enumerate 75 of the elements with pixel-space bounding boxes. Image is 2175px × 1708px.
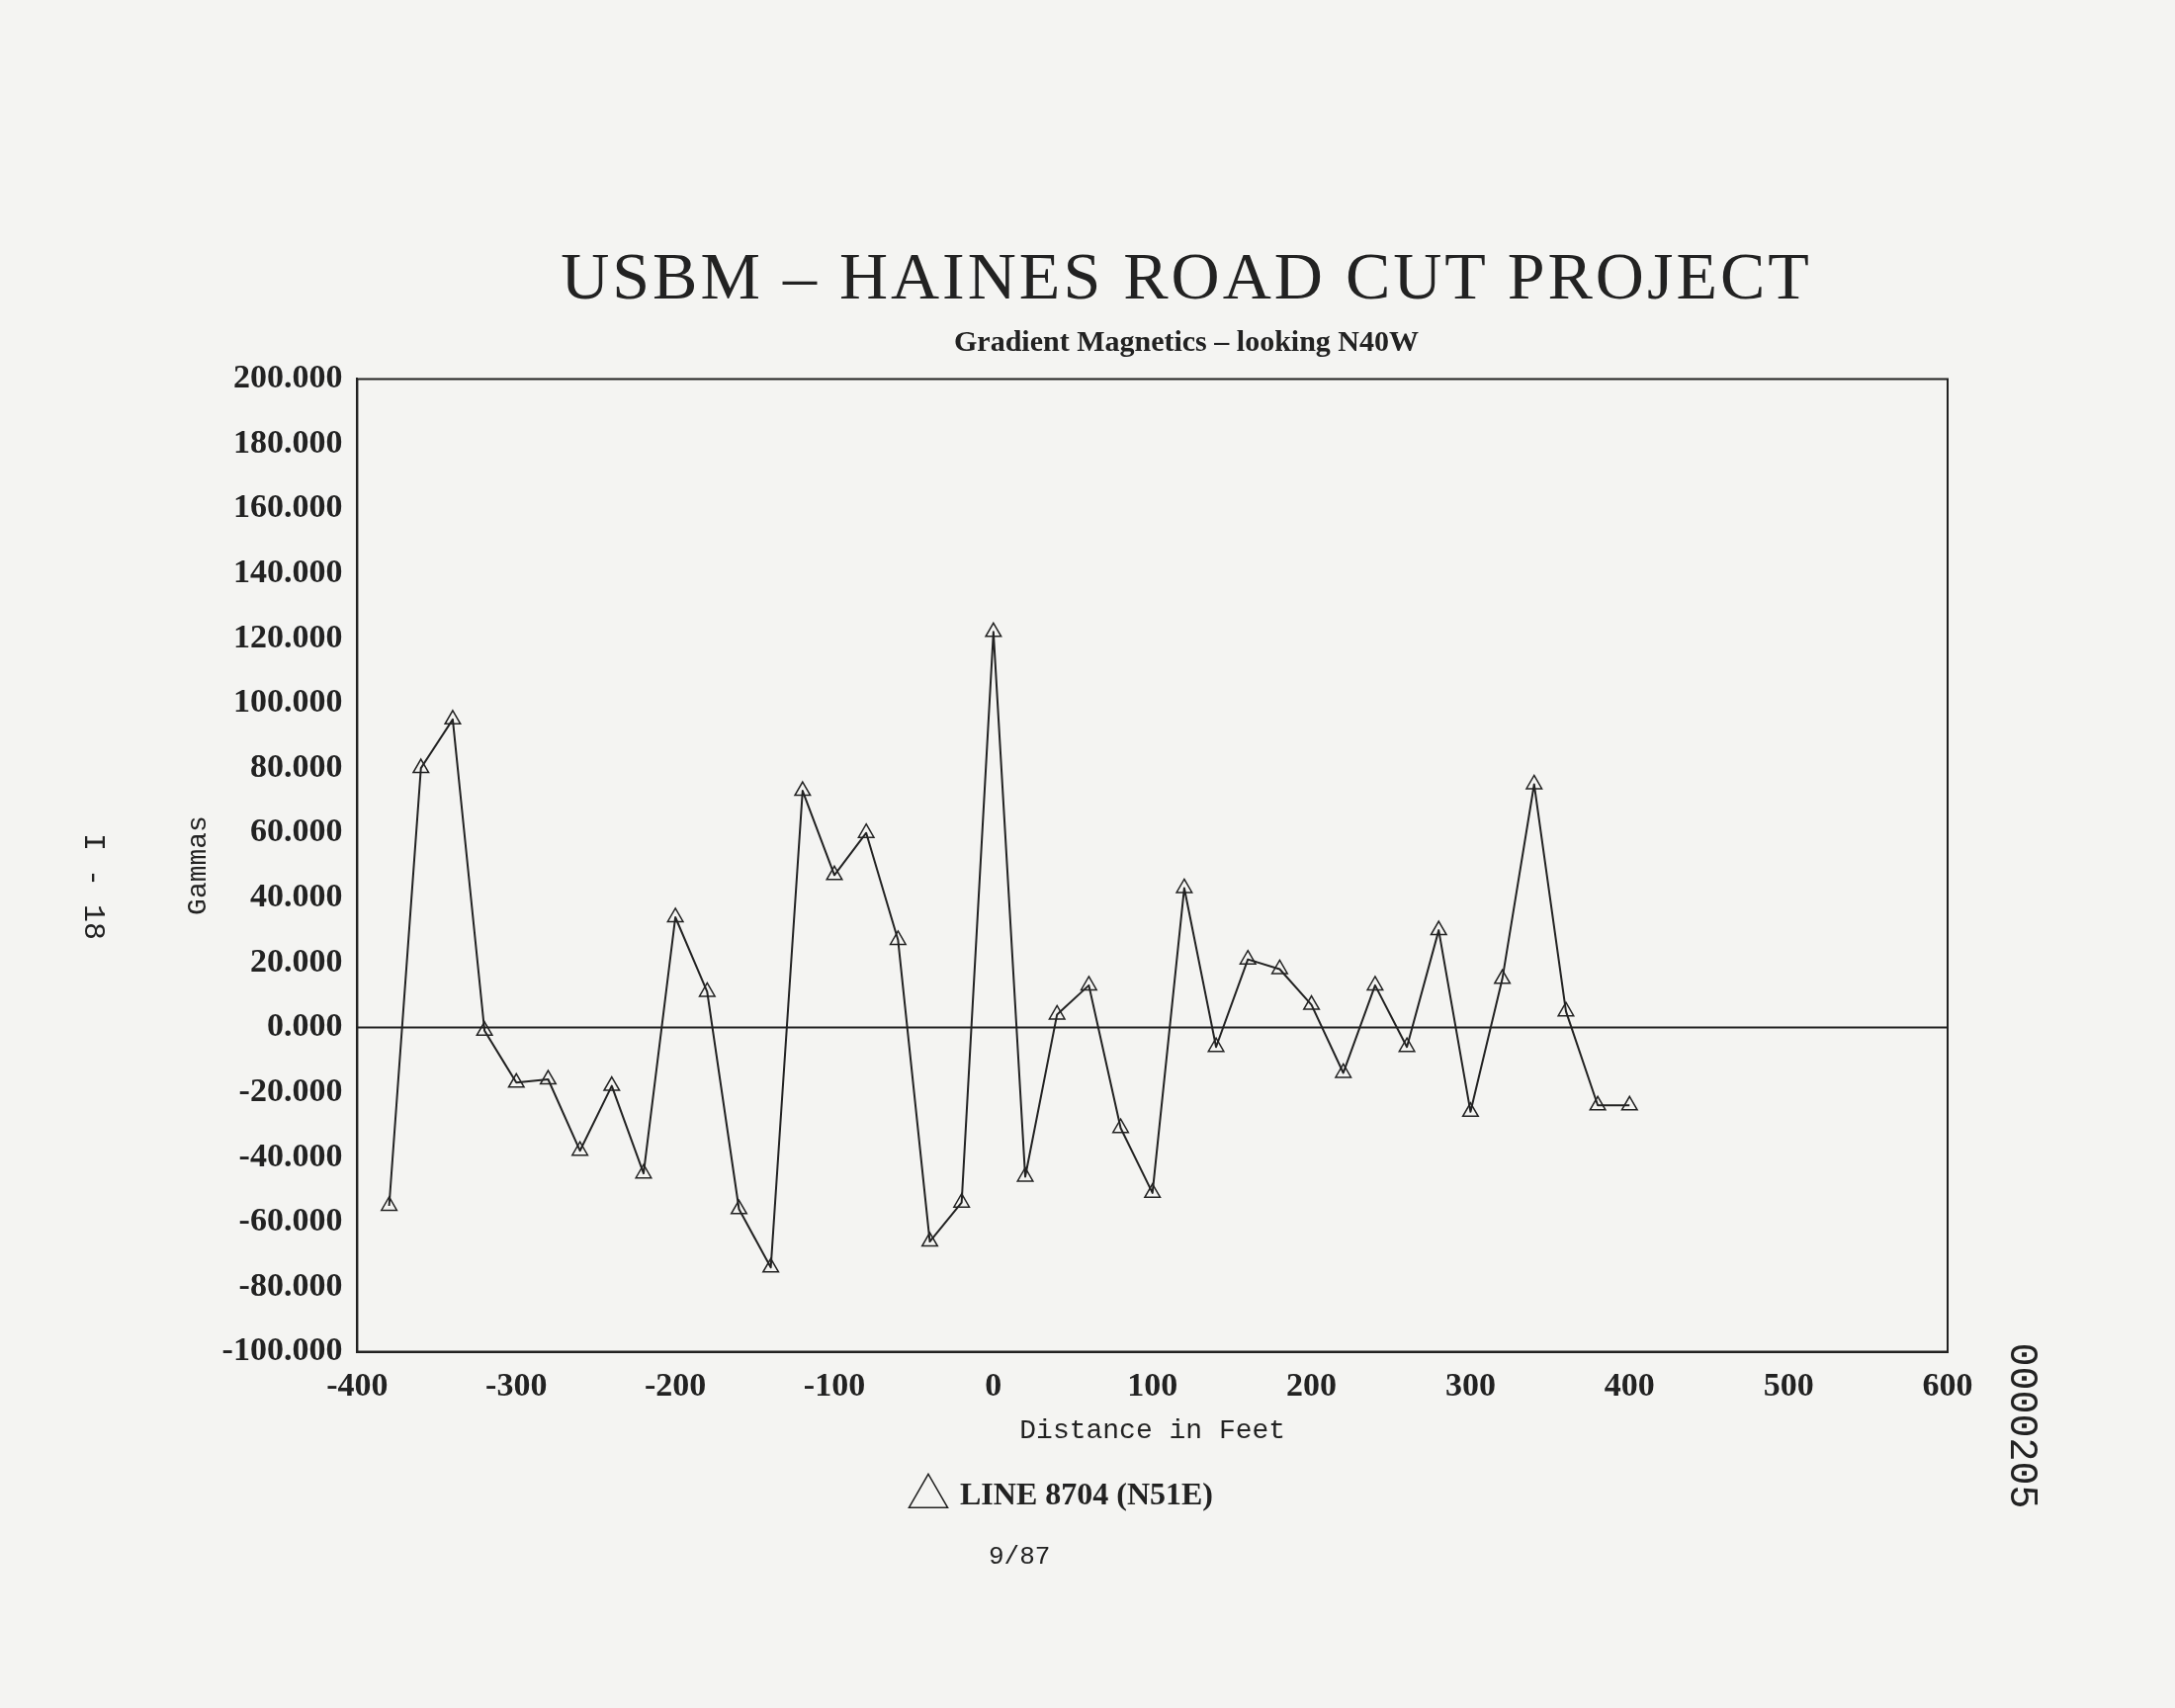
point: [1461, 1102, 1479, 1118]
x-tick-label: -200: [644, 1365, 707, 1403]
x-axis-title: Distance in Feet: [1019, 1414, 1286, 1446]
point: [985, 622, 1002, 638]
y-tick-label: 40.000: [249, 877, 343, 914]
point: [1303, 994, 1321, 1010]
x-tick-label: 500: [1763, 1365, 1814, 1403]
point: [1270, 959, 1288, 975]
point: [1048, 1004, 1066, 1020]
point: [1398, 1037, 1416, 1053]
x-tick-label: -300: [485, 1365, 548, 1403]
x-tick-label: 0: [985, 1365, 1002, 1403]
x-tick-label: 200: [1286, 1365, 1338, 1403]
point: [857, 822, 875, 838]
y-tick-label: 0.000: [266, 1006, 343, 1044]
y-tick-label: 180.000: [232, 422, 343, 460]
point: [1430, 920, 1447, 936]
point: [444, 710, 462, 726]
chart-subtitle: Gradient Magnetics – looking N40W: [953, 324, 1420, 358]
point: [1557, 1001, 1575, 1017]
point: [826, 865, 843, 881]
y-tick-label: 20.000: [249, 941, 343, 979]
x-tick-label: 100: [1127, 1365, 1178, 1403]
y-tick-label: 140.000: [232, 553, 343, 590]
x-tick-label: 300: [1444, 1365, 1496, 1403]
point: [1080, 976, 1097, 991]
point: [730, 1199, 748, 1215]
point: [1589, 1095, 1607, 1111]
point: [1620, 1095, 1638, 1111]
point: [1525, 774, 1543, 790]
y-tick-label: 120.000: [232, 617, 343, 654]
point: [1239, 949, 1257, 965]
point: [1144, 1183, 1162, 1199]
point: [794, 781, 812, 797]
y-tick-label: -80.000: [238, 1265, 343, 1303]
point: [920, 1232, 939, 1247]
point: [571, 1141, 589, 1156]
point: [476, 1021, 493, 1037]
point: [698, 982, 716, 997]
text: 9/87: [989, 1542, 1051, 1572]
y-tick-label: 160.000: [232, 487, 343, 525]
point: [666, 907, 684, 923]
point: [762, 1257, 780, 1273]
x-tick-label: 400: [1604, 1365, 1655, 1403]
legend-label: LINE 8704 (N51E): [959, 1476, 1214, 1512]
y-tick-label: 100.000: [232, 682, 343, 720]
y-tick-label: -100.000: [221, 1330, 343, 1368]
x-tick-label: 600: [1922, 1365, 1973, 1403]
x-tick-label: -400: [326, 1365, 389, 1403]
y-tick-label: 60.000: [249, 811, 343, 849]
y-tick-label: 200.000: [232, 358, 343, 395]
x-tick-label: -100: [803, 1365, 866, 1403]
point: [603, 1075, 621, 1091]
y-tick-label: -20.000: [238, 1070, 343, 1108]
y-tick-label: 80.000: [249, 746, 343, 784]
point: [1111, 1118, 1130, 1134]
point: [635, 1163, 652, 1179]
point: [1175, 878, 1193, 894]
y-tick-label: -60.000: [238, 1201, 343, 1238]
point: [1366, 976, 1384, 991]
chart-title: USBM – HAINES ROAD CUT PROJECT: [560, 237, 1813, 315]
point: [381, 1196, 398, 1212]
point: [539, 1069, 557, 1085]
point: [1335, 1063, 1352, 1078]
point: [412, 758, 430, 774]
point: [1207, 1037, 1225, 1053]
point: [1494, 969, 1512, 984]
point: [507, 1072, 525, 1088]
text: 0000205: [1998, 1342, 2044, 1509]
point: [1016, 1166, 1034, 1182]
point: [889, 930, 907, 946]
y-axis-title: Gammas: [183, 815, 215, 915]
text: I - 18: [76, 832, 111, 941]
y-tick-label: -40.000: [238, 1136, 343, 1173]
point: [953, 1192, 971, 1208]
